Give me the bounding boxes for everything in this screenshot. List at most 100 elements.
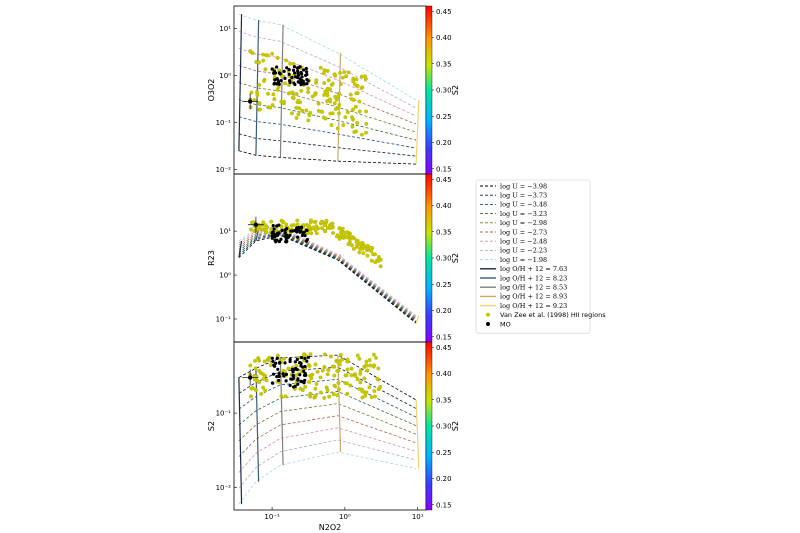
legend-label: log O/H + 12 = 8.93 [500,293,567,301]
mo-point [299,225,304,229]
hii-point [289,111,294,116]
hii-point [309,218,313,223]
hii-point [360,247,364,251]
mo-point [300,233,305,237]
hii-point [290,95,295,100]
hii-point [336,106,341,110]
hii-point [309,376,314,381]
hii-point [303,384,308,389]
hii-point [306,86,311,91]
logu-line [238,234,417,324]
logu-line [238,82,417,133]
hii-point [316,109,321,113]
hii-point [261,220,266,225]
hii-point [248,363,253,368]
hii-point [345,110,350,115]
hii-point [330,81,335,86]
hii-point [318,65,323,70]
mo-point [270,234,274,238]
hii-point [365,253,370,258]
colorbar-tick-label: 0.25 [436,281,452,289]
mo-marker [247,99,253,104]
hii-point [352,372,357,377]
mo-point [271,359,275,363]
legend-marker [486,322,490,326]
y-axis-label: R23 [207,250,216,266]
mo-point [299,361,303,366]
hii-point [275,353,280,358]
logu-line [238,116,417,149]
mo-point [277,372,281,376]
hii-point [284,58,289,63]
mo-point [292,65,297,69]
mo-point [277,361,282,365]
hii-point [334,97,339,102]
hii-point [262,79,266,84]
legend-label: log O/H + 12 = 7.63 [500,265,567,273]
mo-point [275,224,279,228]
y-tick-label: 10⁻¹ [216,316,232,324]
hii-point [282,99,287,104]
hii-point [359,74,364,79]
hii-point [314,381,319,386]
mo-point [303,73,308,78]
legend-label: log U = −2.98 [500,219,547,227]
mo-point [270,381,275,385]
logu-line [238,30,417,109]
colorbar [425,341,433,511]
mo-point [290,75,294,80]
hii-point [363,393,368,398]
mo-point [273,238,277,242]
y-tick-label: 10⁻² [216,166,232,174]
hii-point [320,220,324,224]
hii-point [369,258,374,263]
hii-point [306,90,311,95]
hii-point [257,358,262,363]
hii-point [253,366,258,371]
hii-point [275,56,280,60]
hii-point [324,218,329,223]
hii-point [253,358,258,363]
mo-point [283,231,287,235]
hii-point [249,90,254,95]
hii-point [300,108,305,113]
hii-point [326,368,331,372]
hii-point [329,123,334,128]
mo-point [303,356,307,361]
mo-point [275,82,279,86]
logu-line [238,133,417,157]
hii-point [325,226,330,230]
hii-point [347,236,352,241]
hii-point [310,94,315,99]
logu-line [238,391,417,427]
hii-point [373,252,378,257]
hii-point [377,387,381,392]
colorbar-tick-label: 0.40 [436,34,452,42]
hii-point [283,81,287,86]
mo-point [288,233,292,237]
mo-point [302,68,306,72]
colorbar-tick-label: 0.25 [436,113,452,121]
colorbar-tick-label: 0.30 [436,255,452,263]
hii-point [371,352,376,357]
mo-point [288,383,292,387]
hii-point [352,130,357,134]
colorbar-tick-label: 0.35 [436,60,452,68]
legend-label: log U = −3.98 [500,182,547,190]
logu-line [238,427,417,473]
hii-point [313,362,318,367]
colorbar-tick-label: 0.15 [436,165,452,173]
mo-point [300,75,304,79]
hii-point [255,93,260,98]
hii-point [257,82,262,87]
hii-point [323,116,328,121]
hii-point [350,243,354,248]
legend-label: log O/H + 12 = 9.23 [500,302,567,310]
legend-label: log U = −2.23 [500,247,547,255]
hii-point [306,224,311,229]
legend-label: Van Zee et al. (1998) HII regions [500,311,606,319]
hii-point [250,220,255,225]
mo-point [293,71,297,75]
colorbar-tick-label: 0.20 [436,139,452,147]
logu-line [238,228,417,317]
